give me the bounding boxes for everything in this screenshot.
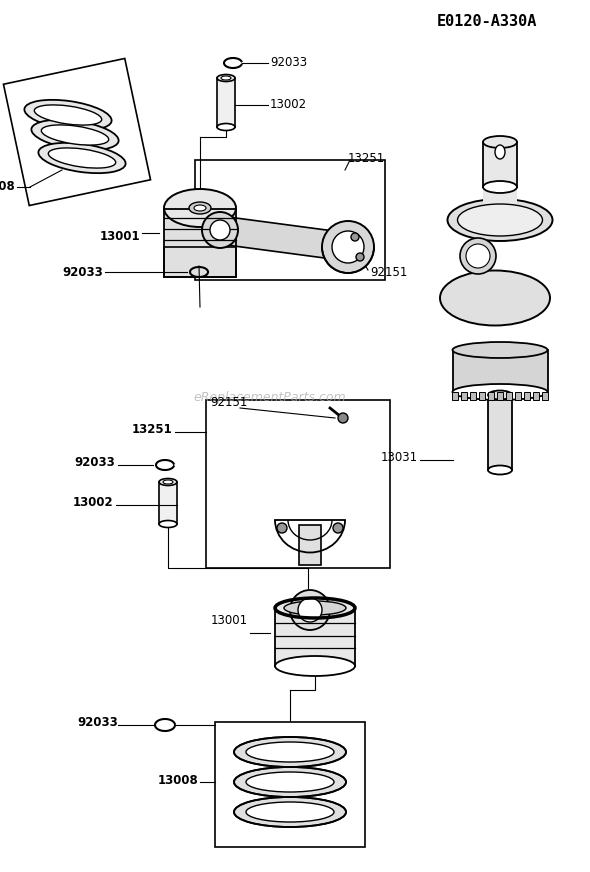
Circle shape (322, 221, 374, 273)
Ellipse shape (41, 125, 109, 145)
Text: 13002: 13002 (270, 99, 307, 112)
Ellipse shape (234, 797, 346, 827)
Bar (164, 213, 236, 247)
Ellipse shape (217, 74, 235, 81)
Circle shape (466, 244, 490, 268)
Bar (483, 180, 517, 210)
Text: 92151: 92151 (370, 267, 407, 280)
Text: 13001: 13001 (99, 230, 140, 243)
Ellipse shape (34, 105, 101, 125)
Bar (524, 392, 530, 400)
Circle shape (356, 253, 364, 261)
Ellipse shape (495, 145, 505, 159)
Text: E0120-A330A: E0120-A330A (437, 15, 537, 30)
Circle shape (277, 523, 287, 533)
Bar (488, 392, 494, 400)
Ellipse shape (163, 480, 173, 484)
Bar (217, 78, 235, 127)
Bar (497, 392, 503, 400)
Bar (206, 400, 390, 568)
Bar (470, 392, 476, 400)
Ellipse shape (457, 204, 542, 236)
Ellipse shape (275, 656, 355, 676)
Text: 92033: 92033 (74, 457, 115, 469)
Bar (542, 392, 548, 400)
Bar (159, 482, 177, 524)
Ellipse shape (483, 181, 517, 193)
Text: 92033: 92033 (77, 717, 118, 730)
Ellipse shape (38, 143, 126, 174)
Ellipse shape (440, 270, 550, 325)
Circle shape (290, 590, 330, 630)
Text: eReplacementParts.com: eReplacementParts.com (194, 392, 346, 405)
Bar (515, 392, 521, 400)
Bar (533, 392, 539, 400)
Bar (479, 392, 485, 400)
Text: 13001: 13001 (211, 614, 248, 626)
Ellipse shape (453, 342, 548, 358)
Circle shape (332, 231, 364, 263)
Circle shape (333, 523, 343, 533)
Bar (275, 608, 355, 666)
Bar (483, 142, 517, 187)
Ellipse shape (246, 802, 334, 822)
Bar (299, 525, 321, 565)
Bar (453, 350, 548, 392)
Ellipse shape (483, 136, 517, 148)
Ellipse shape (221, 76, 231, 80)
Bar (215, 722, 365, 847)
Circle shape (338, 413, 348, 423)
Ellipse shape (284, 601, 346, 615)
Ellipse shape (189, 202, 211, 214)
Ellipse shape (159, 479, 177, 486)
Text: 92151: 92151 (210, 397, 247, 410)
Circle shape (210, 220, 230, 240)
Bar (164, 247, 236, 277)
Ellipse shape (453, 384, 548, 400)
Ellipse shape (194, 205, 206, 211)
Ellipse shape (48, 148, 116, 168)
Circle shape (460, 238, 496, 274)
Ellipse shape (275, 598, 355, 618)
Text: 13008: 13008 (0, 181, 15, 194)
Text: 13002: 13002 (73, 496, 113, 509)
Ellipse shape (31, 119, 119, 150)
Ellipse shape (246, 742, 334, 762)
Bar (461, 392, 467, 400)
Circle shape (202, 212, 238, 248)
Ellipse shape (164, 189, 236, 227)
Ellipse shape (488, 391, 512, 399)
Bar (164, 209, 236, 277)
Circle shape (298, 598, 322, 622)
Text: 13031: 13031 (381, 452, 418, 465)
Text: 13251: 13251 (348, 152, 385, 165)
Ellipse shape (24, 100, 112, 130)
Ellipse shape (488, 466, 512, 474)
Polygon shape (218, 216, 350, 261)
Text: 13008: 13008 (158, 773, 198, 787)
Ellipse shape (246, 772, 334, 792)
Polygon shape (4, 58, 150, 206)
Circle shape (351, 233, 359, 241)
Text: 92033: 92033 (270, 57, 307, 70)
Ellipse shape (217, 124, 235, 131)
Bar (452, 392, 458, 400)
Ellipse shape (159, 521, 177, 528)
Ellipse shape (234, 767, 346, 797)
Polygon shape (195, 160, 385, 280)
Bar (488, 395, 512, 470)
Ellipse shape (447, 199, 552, 241)
Bar (506, 392, 512, 400)
Ellipse shape (234, 737, 346, 767)
Text: 92033: 92033 (63, 265, 103, 278)
Text: 13251: 13251 (131, 424, 172, 437)
